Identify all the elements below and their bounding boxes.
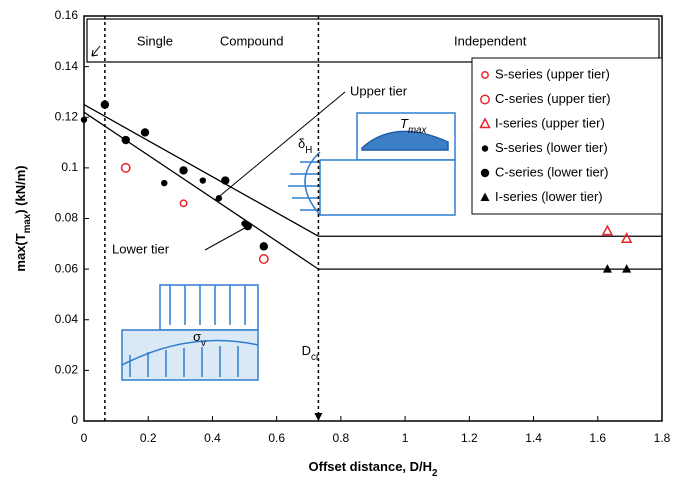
y-tick-label: 0.16 <box>55 8 79 22</box>
diagram-label: δH <box>298 136 312 156</box>
dcr-label-part: D <box>302 343 311 358</box>
legend-marker <box>481 169 489 177</box>
diagram-label-part: H <box>305 145 312 156</box>
legend-marker <box>482 145 488 151</box>
y-tick-label: 0.04 <box>55 312 79 326</box>
x-tick-label: 0.4 <box>204 431 221 445</box>
y-tick-label: 0.08 <box>55 211 79 225</box>
annotation: Lower tier <box>112 241 170 256</box>
point <box>122 136 130 144</box>
x-tick-label: 0.2 <box>140 431 157 445</box>
point <box>180 200 186 206</box>
x-axis-title: Offset distance, D/H2 <box>309 459 439 479</box>
y-tick-label: 0.02 <box>55 363 79 377</box>
x-tick-label: 1.4 <box>525 431 542 445</box>
x-tick-label: 0 <box>81 431 88 445</box>
point <box>141 128 149 136</box>
point <box>161 180 167 186</box>
point <box>179 166 187 174</box>
point <box>200 177 206 183</box>
region-label: Independent <box>454 33 527 48</box>
region-label: Single <box>137 33 173 48</box>
legend-label: C-series (lower tier) <box>495 164 608 179</box>
point <box>622 234 631 243</box>
point <box>622 264 631 273</box>
legend-label: S-series (lower tier) <box>495 140 608 155</box>
legend-label: I-series (upper tier) <box>495 115 605 130</box>
y-axis-title-part: ) (kN/m) <box>13 165 28 213</box>
x-axis-title-part: Offset distance, D/H <box>309 459 433 474</box>
y-tick-label: 0.14 <box>55 59 79 73</box>
annotation: Upper tier <box>350 83 408 98</box>
y-axis-title-part: max(T <box>13 233 28 271</box>
dcr-label-part: cr <box>311 352 320 363</box>
x-tick-label: 1.8 <box>654 431 671 445</box>
legend-label: C-series (upper tier) <box>495 91 611 106</box>
x-tick-label: 0.8 <box>333 431 350 445</box>
diagram-label-part: v <box>201 338 206 349</box>
x-tick-label: 1 <box>402 431 409 445</box>
legend-label: S-series (upper tier) <box>495 66 610 81</box>
point <box>122 164 130 172</box>
point <box>244 222 252 230</box>
y-tick-label: 0.06 <box>55 261 79 275</box>
tier-diagram <box>288 113 455 215</box>
region-label: Compound <box>220 33 284 48</box>
y-tick-label: 0.12 <box>55 109 79 123</box>
point <box>221 176 229 184</box>
point <box>260 242 268 250</box>
y-tick-label: 0.1 <box>61 160 78 174</box>
point <box>260 255 268 263</box>
x-tick-label: 0.6 <box>268 431 285 445</box>
x-tick-label: 1.6 <box>589 431 606 445</box>
legend-label: I-series (lower tier) <box>495 189 603 204</box>
diagram-label-part: σ <box>193 329 201 344</box>
x-axis-title-part: 2 <box>432 468 438 479</box>
x-tick-label: 1.2 <box>461 431 478 445</box>
point <box>216 195 222 201</box>
diagram-label-part: max <box>408 125 428 136</box>
dcr-arrow <box>314 413 322 421</box>
surcharge-diagram <box>122 285 258 380</box>
dcr-label: Dcr <box>302 343 320 363</box>
chart: 0 0.02 0.04 0.06 0.08 0.1 0.12 0.14 0.16 0 0.2 0.4 0… <box>0 0 675 483</box>
point <box>81 117 87 123</box>
point <box>603 264 612 273</box>
y-axis-title: max(Tmax) (kN/m) <box>13 165 33 271</box>
diagram-label-part: δ <box>298 136 305 151</box>
y-tick-label: 0 <box>71 413 78 427</box>
point <box>101 100 109 108</box>
point <box>603 226 612 235</box>
y-axis-title-part: max <box>22 213 33 233</box>
